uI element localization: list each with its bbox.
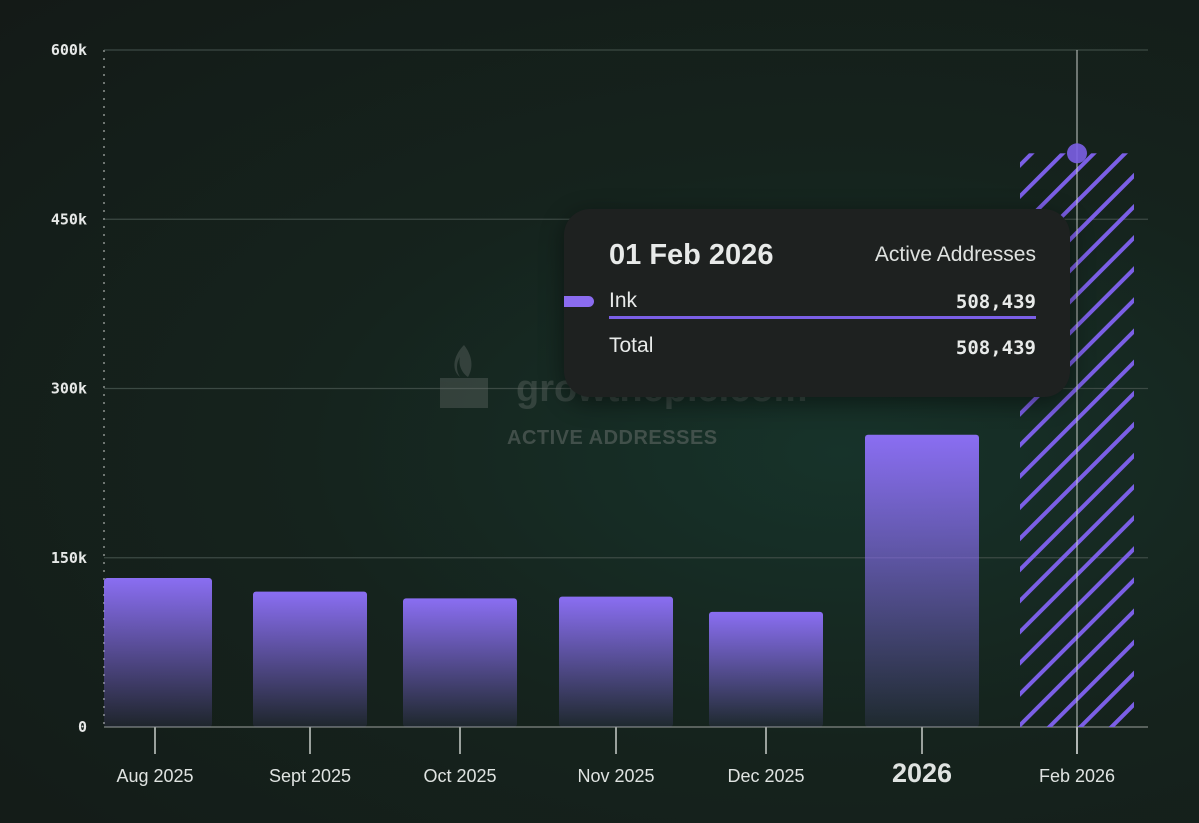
x-tick-label: Sept 2025 — [269, 766, 351, 786]
x-tick-label: Oct 2025 — [423, 766, 496, 786]
growthepie-logo-icon — [440, 345, 488, 408]
tooltip-date: 01 Feb 2026 — [609, 239, 774, 271]
tooltip-metric: Active Addresses — [874, 243, 1036, 266]
y-tick-label: 300k — [51, 380, 87, 398]
hover-point — [1067, 143, 1087, 164]
bar[interactable] — [709, 611, 823, 727]
tooltip-share-bar — [609, 316, 1036, 319]
tooltip-total-value: 508,439 — [955, 337, 1036, 359]
x-tick-label: Dec 2025 — [727, 766, 804, 786]
bar[interactable] — [253, 591, 367, 727]
tooltip-series-name: Ink — [609, 289, 638, 312]
x-tick-label: Nov 2025 — [577, 766, 654, 786]
bar[interactable] — [403, 598, 517, 727]
tooltip-series-value: 508,439 — [955, 291, 1036, 313]
watermark-metric: ACTIVE ADDRESSES — [507, 427, 718, 449]
y-tick-label: 0 — [78, 718, 87, 736]
x-axis: Aug 2025 Sept 2025 Oct 2025 Nov 2025 Dec 202… — [116, 727, 1115, 788]
y-tick-label: 600k — [51, 41, 87, 59]
x-tick-label: Aug 2025 — [116, 766, 193, 786]
hover-crosshair — [1067, 50, 1087, 754]
bar[interactable] — [865, 434, 979, 727]
x-tick-label: 2026 — [892, 758, 952, 788]
bar[interactable] — [104, 578, 212, 727]
y-tick-label: 150k — [51, 549, 87, 567]
series-color-swatch — [564, 296, 594, 307]
y-axis: 0 150k 300k 450k 600k — [51, 41, 87, 736]
x-tick-label: Feb 2026 — [1039, 766, 1115, 786]
tooltip-total-label: Total — [609, 334, 654, 357]
hover-tooltip: 01 Feb 2026 Active Addresses Ink 508,439… — [564, 209, 1070, 397]
y-tick-label: 450k — [51, 210, 87, 228]
bar[interactable] — [559, 596, 673, 727]
